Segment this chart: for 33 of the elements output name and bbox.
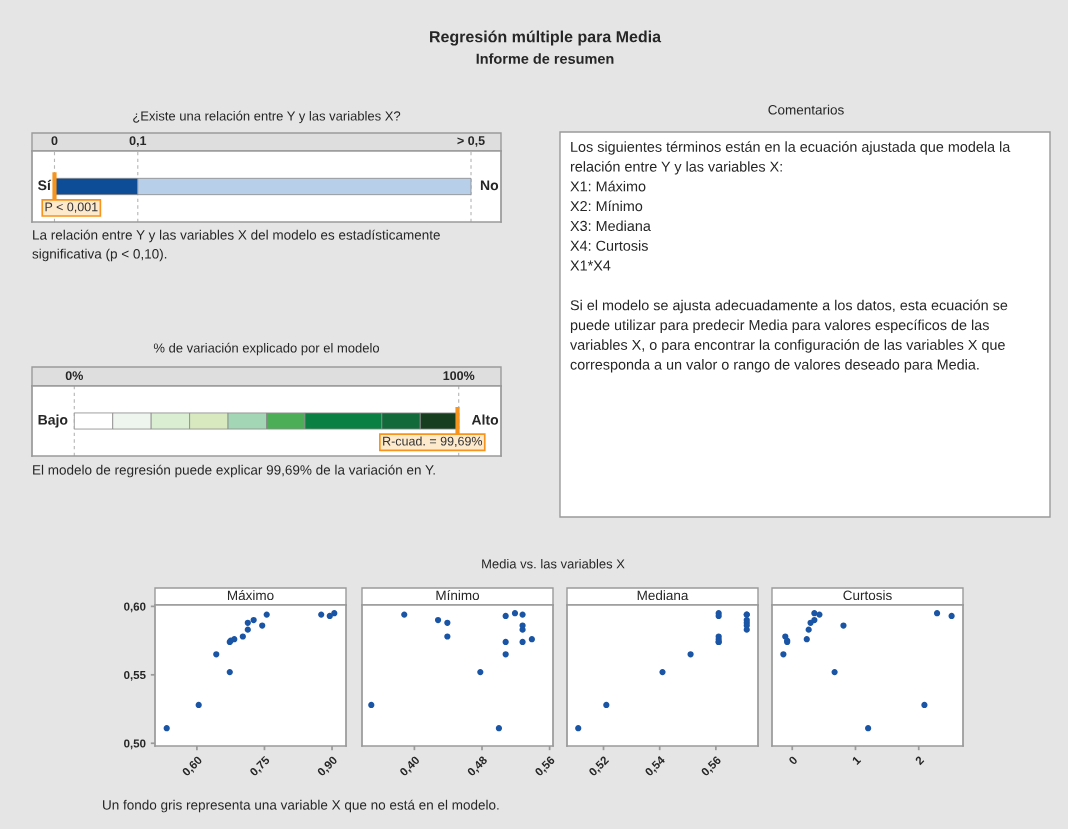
x-tick-label: 0 — [51, 136, 58, 146]
text: El modelo de regresión puede explicar 99,69% de la variación en Y. — [33, 464, 435, 478]
y2-axis-title: Alto — [471, 414, 499, 425]
y-tick-label: 0,60 — [124, 602, 146, 613]
chart-title: Mediana — [637, 590, 689, 601]
x-tick-label: 0,1 — [129, 136, 147, 147]
x-tick-label: 0 — [788, 755, 798, 766]
y-tick-label: 0,55 — [124, 670, 146, 681]
ref-line-label: P < 0,001 — [45, 202, 98, 213]
x-tick-label: 0,40 — [399, 755, 422, 778]
text: Si el modelo se ajusta adecuadamente a los datos, esta ecuación se puede utilizar para predecir Media para valores específicos de las variables X, o para encontrar la configuración de las variables X que corresponda a un valor o rango de valores deseado para Media. — [570, 299, 1008, 373]
y-tick-label: 0,50 — [124, 739, 146, 750]
y-axis-title: Bajo — [38, 414, 68, 428]
x-tick-label: 1 — [851, 755, 862, 765]
text: Media vs. las variables X — [482, 558, 625, 569]
chart-title: ¿Existe una relación entre Y y las variables X? — [133, 110, 401, 124]
y-axis-title: Sí — [38, 179, 52, 191]
x-tick-label: 2 — [914, 755, 925, 766]
text: Regresión múltiple para Media — [430, 30, 662, 46]
text: La relación entre Y y las variables X del modelo es estadísticamente significativa (p < 0,10). — [32, 229, 440, 262]
chart-title: Mínimo — [436, 590, 480, 601]
x-tick-label: > 0,5 — [457, 136, 485, 147]
text: Un fondo gris representa una variable X que no está en el modelo. — [103, 799, 499, 813]
text: Informe de resumen — [476, 53, 614, 64]
text: Comentarios — [768, 104, 844, 115]
x-tick-label: 100% — [443, 371, 475, 381]
x-tick-label: 0% — [65, 371, 83, 381]
chart-title: % de variación explicado por el modelo — [153, 342, 380, 356]
chart-title: Curtosis — [843, 590, 892, 601]
ref-line-label: R-cuad. = 99,69% — [383, 436, 483, 448]
chart-title: Máximo — [227, 590, 274, 601]
text: Los siguientes términos están en la ecuación ajustada que modela la relación entre Y y las variables X: X1: Máximo X2: Mínimo X3: Mediana X4: Curtosis X1*X4 — [570, 141, 1011, 271]
y2-axis-title: No — [480, 180, 499, 191]
